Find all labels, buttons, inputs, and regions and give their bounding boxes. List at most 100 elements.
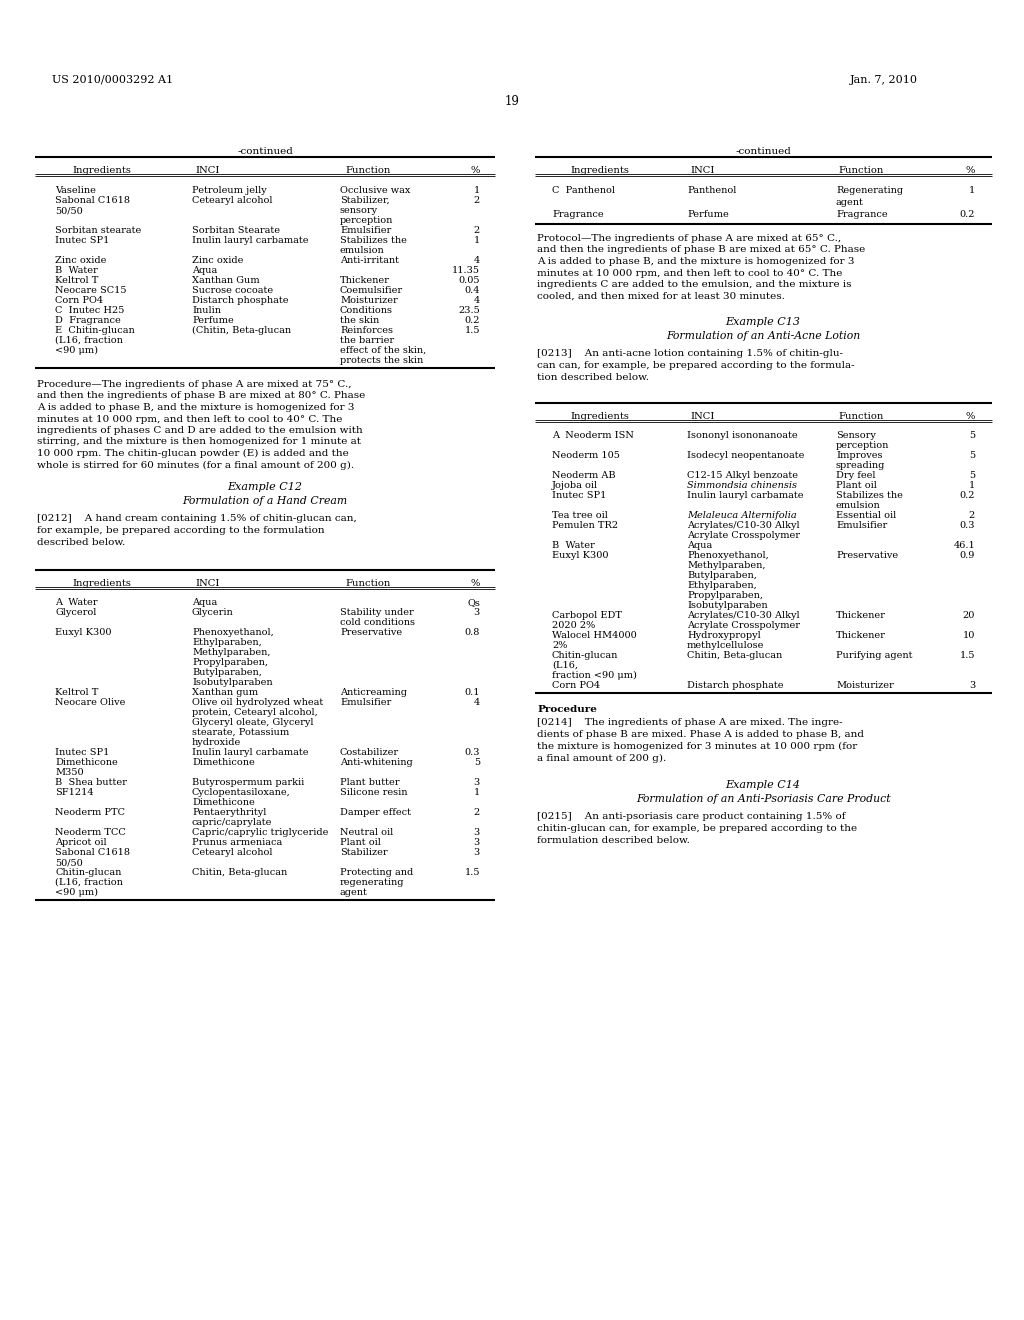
Text: Emulsifier: Emulsifier xyxy=(836,521,887,531)
Text: Isobutylparaben: Isobutylparaben xyxy=(193,678,272,686)
Text: [0214]    The ingredients of phase A are mixed. The ingre-: [0214] The ingredients of phase A are mi… xyxy=(537,718,843,727)
Text: SF1214: SF1214 xyxy=(55,788,93,797)
Text: Butyrospermum parkii: Butyrospermum parkii xyxy=(193,777,304,787)
Text: Isodecyl neopentanoate: Isodecyl neopentanoate xyxy=(687,451,805,459)
Text: 3: 3 xyxy=(474,609,480,616)
Text: cooled, and then mixed for at least 30 minutes.: cooled, and then mixed for at least 30 m… xyxy=(537,292,784,301)
Text: Emulsifier: Emulsifier xyxy=(340,226,391,235)
Text: Ingredients: Ingredients xyxy=(72,166,131,176)
Text: Phenoxyethanol,: Phenoxyethanol, xyxy=(687,550,769,560)
Text: Neoderm TCC: Neoderm TCC xyxy=(55,828,126,837)
Text: regenerating: regenerating xyxy=(340,878,404,887)
Text: Jan. 7, 2010: Jan. 7, 2010 xyxy=(850,75,918,84)
Text: perception: perception xyxy=(836,441,890,450)
Text: 3: 3 xyxy=(474,838,480,847)
Text: 4: 4 xyxy=(474,296,480,305)
Text: Capric/caprylic triglyceride: Capric/caprylic triglyceride xyxy=(193,828,329,837)
Text: 19: 19 xyxy=(505,95,519,108)
Text: Corn PO4: Corn PO4 xyxy=(55,296,103,305)
Text: Thickener: Thickener xyxy=(836,631,886,640)
Text: (L16,: (L16, xyxy=(552,661,578,671)
Text: D  Fragrance: D Fragrance xyxy=(55,315,121,325)
Text: Xanthan gum: Xanthan gum xyxy=(193,688,258,697)
Text: a final amount of 200 g).: a final amount of 200 g). xyxy=(537,754,667,763)
Text: Propylparaben,: Propylparaben, xyxy=(687,591,763,601)
Text: Keltrol T: Keltrol T xyxy=(55,276,98,285)
Text: Acrylates/C10-30 Alkyl: Acrylates/C10-30 Alkyl xyxy=(687,611,800,620)
Text: sensory: sensory xyxy=(340,206,378,215)
Text: 5: 5 xyxy=(969,451,975,459)
Text: Panthenol: Panthenol xyxy=(687,186,736,195)
Text: cold conditions: cold conditions xyxy=(340,618,415,627)
Text: Neoderm PTC: Neoderm PTC xyxy=(55,808,125,817)
Text: Neocare SC15: Neocare SC15 xyxy=(55,286,127,294)
Text: 2: 2 xyxy=(474,195,480,205)
Text: Chitin, Beta-glucan: Chitin, Beta-glucan xyxy=(687,651,782,660)
Text: Occlusive wax: Occlusive wax xyxy=(340,186,411,195)
Text: minutes at 10 000 rpm, and then left to cool to 40° C. The: minutes at 10 000 rpm, and then left to … xyxy=(37,414,342,424)
Text: 5: 5 xyxy=(969,432,975,440)
Text: Protecting and: Protecting and xyxy=(340,869,414,876)
Text: Dimethicone: Dimethicone xyxy=(193,758,255,767)
Text: Ethylparaben,: Ethylparaben, xyxy=(687,581,757,590)
Text: Inulin lauryl carbamate: Inulin lauryl carbamate xyxy=(193,748,308,756)
Text: Ingredients: Ingredients xyxy=(570,166,629,176)
Text: Emulsifier: Emulsifier xyxy=(340,698,391,708)
Text: Aqua: Aqua xyxy=(193,267,217,275)
Text: 0.1: 0.1 xyxy=(465,688,480,697)
Text: Apricot oil: Apricot oil xyxy=(55,838,106,847)
Text: Stabilizer,: Stabilizer, xyxy=(340,195,389,205)
Text: A is added to phase B, and the mixture is homogenized for 3: A is added to phase B, and the mixture i… xyxy=(37,403,354,412)
Text: 50/50: 50/50 xyxy=(55,858,83,867)
Text: emulsion: emulsion xyxy=(836,502,881,510)
Text: Butylparaben,: Butylparaben, xyxy=(193,668,262,677)
Text: Glycerol: Glycerol xyxy=(55,609,96,616)
Text: 2: 2 xyxy=(474,226,480,235)
Text: 11.35: 11.35 xyxy=(452,267,480,275)
Text: Keltrol T: Keltrol T xyxy=(55,688,98,697)
Text: (Chitin, Beta-glucan: (Chitin, Beta-glucan xyxy=(193,326,291,335)
Text: %: % xyxy=(966,412,975,421)
Text: can can, for example, be prepared according to the formula-: can can, for example, be prepared accord… xyxy=(537,360,855,370)
Text: stirring, and the mixture is then homogenized for 1 minute at: stirring, and the mixture is then homoge… xyxy=(37,437,361,446)
Text: [0212]    A hand cream containing 1.5% of chitin-glucan can,: [0212] A hand cream containing 1.5% of c… xyxy=(37,513,356,523)
Text: Pemulen TR2: Pemulen TR2 xyxy=(552,521,618,531)
Text: Corn PO4: Corn PO4 xyxy=(552,681,600,690)
Text: for example, be prepared according to the formulation: for example, be prepared according to th… xyxy=(37,525,325,535)
Text: the skin: the skin xyxy=(340,315,379,325)
Text: B  Water: B Water xyxy=(55,267,97,275)
Text: Fragrance: Fragrance xyxy=(836,210,888,219)
Text: chitin-glucan can, for example, be prepared according to the: chitin-glucan can, for example, be prepa… xyxy=(537,824,857,833)
Text: Stabilizes the: Stabilizes the xyxy=(340,236,407,246)
Text: the mixture is homogenized for 3 minutes at 10 000 rpm (for: the mixture is homogenized for 3 minutes… xyxy=(537,742,857,751)
Text: Inutec SP1: Inutec SP1 xyxy=(55,748,110,756)
Text: Phenoxyethanol,: Phenoxyethanol, xyxy=(193,628,273,638)
Text: 4: 4 xyxy=(474,698,480,708)
Text: Xanthan Gum: Xanthan Gum xyxy=(193,276,260,285)
Text: 23.5: 23.5 xyxy=(459,306,480,315)
Text: Stability under: Stability under xyxy=(340,609,414,616)
Text: Ingredients: Ingredients xyxy=(570,412,629,421)
Text: Vaseline: Vaseline xyxy=(55,186,96,195)
Text: Qs: Qs xyxy=(467,598,480,607)
Text: Melaleuca Alternifolia: Melaleuca Alternifolia xyxy=(687,511,797,520)
Text: Sorbitan stearate: Sorbitan stearate xyxy=(55,226,141,235)
Text: perception: perception xyxy=(340,216,393,224)
Text: protects the skin: protects the skin xyxy=(340,356,423,366)
Text: 1: 1 xyxy=(969,186,975,195)
Text: Glycerin: Glycerin xyxy=(193,609,233,616)
Text: Example C13: Example C13 xyxy=(725,317,801,327)
Text: Protocol—The ingredients of phase A are mixed at 65° C.,: Protocol—The ingredients of phase A are … xyxy=(537,234,841,243)
Text: 10 000 rpm. The chitin-glucan powder (E) is added and the: 10 000 rpm. The chitin-glucan powder (E)… xyxy=(37,449,349,458)
Text: Acrylate Crosspolymer: Acrylate Crosspolymer xyxy=(687,531,800,540)
Text: Glyceryl oleate, Glyceryl: Glyceryl oleate, Glyceryl xyxy=(193,718,313,727)
Text: E  Chitin-glucan: E Chitin-glucan xyxy=(55,326,135,335)
Text: 3: 3 xyxy=(474,847,480,857)
Text: Dimethicone: Dimethicone xyxy=(55,758,118,767)
Text: Zinc oxide: Zinc oxide xyxy=(193,256,244,265)
Text: Aqua: Aqua xyxy=(193,598,217,607)
Text: Inulin: Inulin xyxy=(193,306,221,315)
Text: spreading: spreading xyxy=(836,461,886,470)
Text: Costabilizer: Costabilizer xyxy=(340,748,399,756)
Text: Procedure—The ingredients of phase A are mixed at 75° C.,: Procedure—The ingredients of phase A are… xyxy=(37,380,351,389)
